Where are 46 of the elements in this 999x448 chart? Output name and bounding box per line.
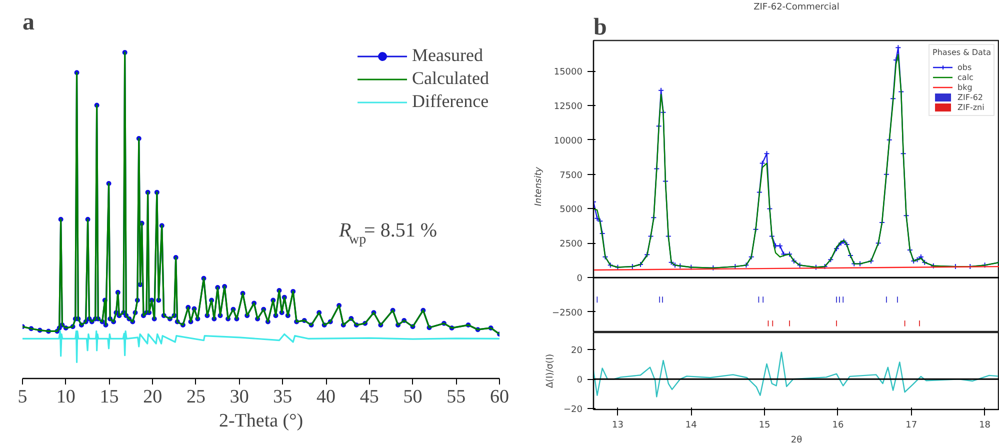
- x-tick-label: 5: [18, 386, 28, 408]
- x-tick-label: 13: [612, 420, 624, 430]
- legend-label: bkg: [958, 82, 974, 92]
- x-axis-title: 2θ: [790, 436, 803, 446]
- legend-label: Calculated: [412, 68, 489, 89]
- y-tick-label: −2500: [552, 308, 583, 318]
- x-tick-label: 35: [273, 386, 292, 408]
- y-tick-label: 0: [576, 274, 583, 284]
- x-tick-label: 17: [906, 420, 918, 430]
- x-tick-label: 10: [56, 386, 76, 408]
- text: a: [22, 10, 34, 36]
- legend-label: Difference: [412, 91, 489, 112]
- legend-label: calc: [958, 72, 974, 82]
- x-tick-label: 15: [100, 386, 119, 408]
- y-tick-label: 7500: [560, 170, 583, 181]
- chart-title: ZIF-62-Commercial: [754, 2, 840, 12]
- x-tick-label: 20: [143, 386, 162, 408]
- x-tick-label: 50: [403, 386, 422, 408]
- y-tick-label: −20: [564, 405, 583, 416]
- x-tick-label: 18: [979, 420, 991, 430]
- x-tick-label: 16: [832, 420, 844, 430]
- y-tick-label: 12500: [554, 102, 583, 112]
- legend-label: Measured: [412, 45, 484, 66]
- legend-label: ZIF-zni: [958, 102, 984, 112]
- x-tick-label: 55: [446, 386, 466, 408]
- x-axis-title: 2-Theta (°): [218, 410, 304, 432]
- legend-title: Phases & Data: [932, 48, 991, 57]
- x-tick-label: 30: [230, 386, 249, 408]
- legend-label: ZIF-62: [958, 92, 984, 102]
- x-tick-label: 15: [758, 420, 770, 430]
- y-tick-label: 20: [571, 346, 583, 356]
- y-tick-label: 2500: [560, 240, 583, 250]
- x-tick-label: 14: [685, 420, 698, 430]
- y-tick-label: 15000: [554, 68, 583, 78]
- y-tick-label: 5000: [560, 205, 583, 216]
- x-tick-label: 40: [316, 386, 336, 408]
- text: b: [594, 14, 607, 40]
- y-axis-title: Intensity: [534, 166, 544, 206]
- legend-label: obs: [958, 62, 973, 72]
- x-tick-label: 45: [360, 386, 379, 408]
- line-series: [594, 352, 999, 398]
- x-tick-label: 60: [490, 386, 509, 408]
- x-tick-label: 25: [186, 386, 206, 408]
- y-tick-label: 0: [576, 376, 583, 386]
- y-axis-title: Δ(I)/σ(I): [546, 354, 556, 388]
- y-tick-label: 10000: [554, 136, 583, 146]
